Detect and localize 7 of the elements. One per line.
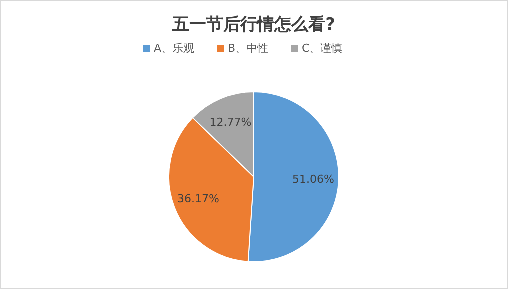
data-label: 12.77% [210, 116, 252, 130]
legend-label: B、中性 [228, 42, 269, 55]
legend-label: C、谨慎 [302, 42, 343, 55]
chart-title: 五一节后行情怎么看? [172, 15, 336, 35]
legend-label: A、乐观 [154, 42, 195, 55]
data-label: 36.17% [178, 192, 220, 206]
data-label: 51.06% [292, 172, 334, 186]
